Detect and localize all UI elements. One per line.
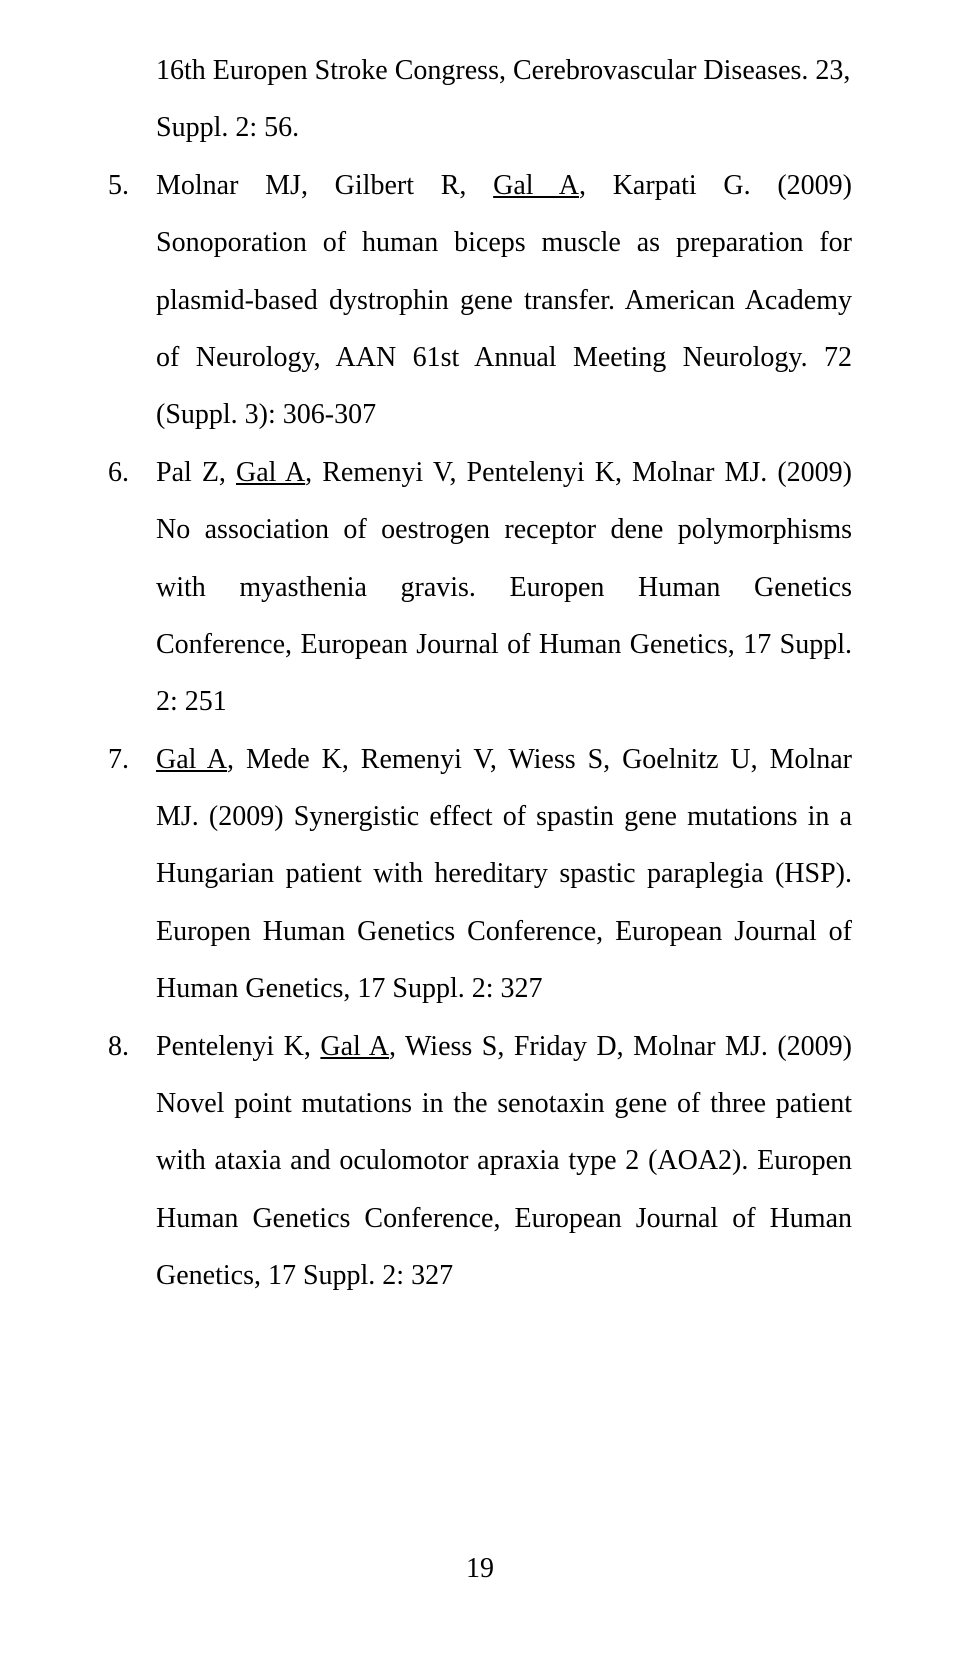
reference-text-post: , Wiess S, Friday D, Molnar MJ. (2009) N… (156, 1031, 852, 1292)
continuation-line-a: 16th Europen Stroke Congress, Cerebrovas… (156, 55, 850, 86)
reference-number: 6. (108, 444, 156, 731)
reference-item: 8. Pentelenyi K, Gal A, Wiess S, Friday … (108, 1018, 852, 1305)
reference-list: 5. Molnar MJ, Gilbert R, Gal A, Karpati … (108, 157, 852, 1305)
reference-body: Pentelenyi K, Gal A, Wiess S, Friday D, … (156, 1018, 852, 1305)
reference-text-pre: Pal Z, (156, 457, 236, 488)
reference-body: Pal Z, Gal A, Remenyi V, Pentelenyi K, M… (156, 444, 852, 731)
reference-text-pre: Pentelenyi K, (156, 1031, 320, 1062)
reference-body: Gal A, Mede K, Remenyi V, Wiess S, Goeln… (156, 731, 852, 1018)
reference-body: Molnar MJ, Gilbert R, Gal A, Karpati G. … (156, 157, 852, 444)
reference-author-underline: Gal A (236, 457, 305, 488)
reference-item: 6. Pal Z, Gal A, Remenyi V, Pentelenyi K… (108, 444, 852, 731)
continuation-block: 16th Europen Stroke Congress, Cerebrovas… (156, 42, 852, 157)
reference-text-post: , Karpati G. (2009) Sonoporation of huma… (156, 170, 852, 431)
reference-text-post: , Mede K, Remenyi V, Wiess S, Goelnitz U… (156, 744, 852, 1005)
page-number: 19 (0, 1540, 960, 1597)
reference-author-underline: Gal A (156, 744, 227, 775)
continuation-line-b: Suppl. 2: 56. (156, 112, 299, 143)
reference-author-underline: Gal A (493, 170, 579, 201)
reference-item: 5. Molnar MJ, Gilbert R, Gal A, Karpati … (108, 157, 852, 444)
reference-item: 7. Gal A, Mede K, Remenyi V, Wiess S, Go… (108, 731, 852, 1018)
reference-author-underline: Gal A (320, 1031, 389, 1062)
reference-text-post: , Remenyi V, Pentelenyi K, Molnar MJ. (2… (156, 457, 852, 718)
reference-number: 5. (108, 157, 156, 444)
reference-number: 7. (108, 731, 156, 1018)
reference-number: 8. (108, 1018, 156, 1305)
reference-text-pre: Molnar MJ, Gilbert R, (156, 170, 493, 201)
page: 16th Europen Stroke Congress, Cerebrovas… (0, 0, 960, 1659)
